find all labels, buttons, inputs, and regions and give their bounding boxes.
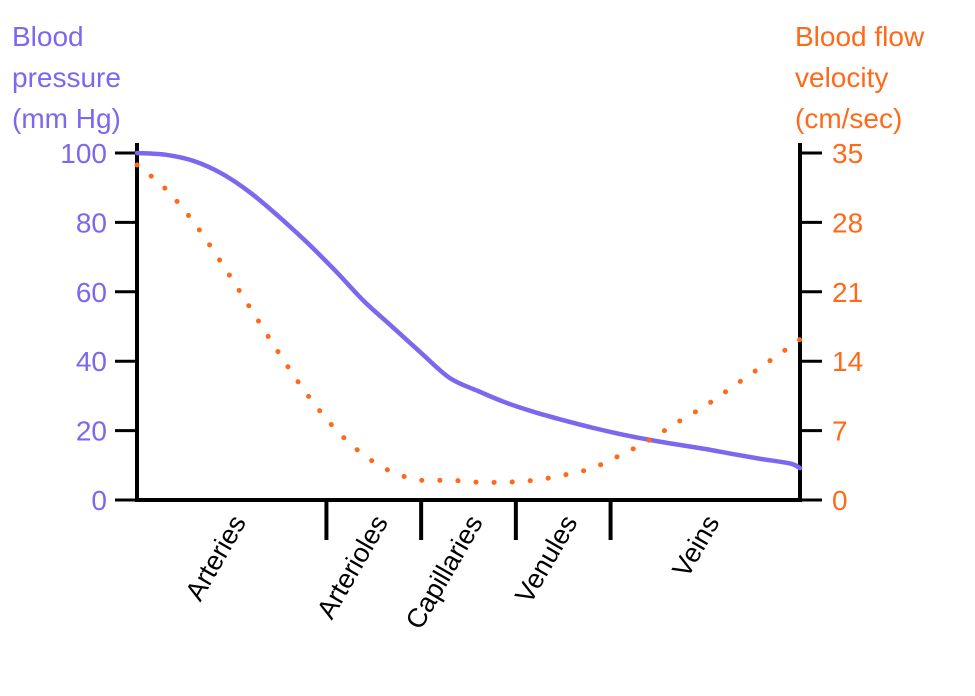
right-axis-title-line: (cm/sec)	[795, 103, 903, 134]
left-axis-ticks: 0 20 40 60 80 100	[60, 138, 137, 516]
right-tick-label: 28	[832, 207, 863, 238]
right-axis-title-line: Blood flow	[795, 21, 925, 52]
category-label: Arterioles	[311, 510, 394, 624]
left-axis-title-line: pressure	[12, 62, 121, 93]
category-label: Capillaries	[400, 510, 489, 634]
blood-flow-velocity-line	[134, 162, 803, 485]
right-axis-title: Blood flow velocity (cm/sec)	[795, 16, 924, 139]
left-tick-label: 100	[60, 138, 107, 169]
left-tick-label: 20	[76, 416, 107, 447]
left-tick-label: 60	[76, 277, 107, 308]
right-tick-label: 21	[832, 277, 863, 308]
blood-pressure-line	[134, 150, 803, 471]
left-tick-label: 80	[76, 207, 107, 238]
right-axis-ticks: 0 7 14 21 28 35	[800, 138, 863, 516]
category-label: Venules	[509, 510, 583, 608]
left-axis-title-line: Blood	[12, 21, 84, 52]
right-tick-label: 7	[832, 416, 848, 447]
left-axis-title-line: (mm Hg)	[12, 103, 121, 134]
category-label: Veins	[666, 510, 725, 582]
left-tick-label: 0	[91, 485, 107, 516]
category-axis: Arteries Arterioles Capillaries Venules Vein…	[179, 500, 725, 634]
right-axis-title-line: velocity	[795, 62, 889, 93]
right-tick-label: 14	[832, 346, 863, 377]
left-tick-label: 40	[76, 346, 107, 377]
left-axis-title: Blood pressure (mm Hg)	[12, 16, 121, 139]
right-tick-label: 0	[832, 485, 848, 516]
right-tick-label: 35	[832, 138, 863, 169]
category-label: Arteries	[179, 510, 251, 606]
series	[134, 150, 803, 485]
axes	[135, 143, 802, 502]
